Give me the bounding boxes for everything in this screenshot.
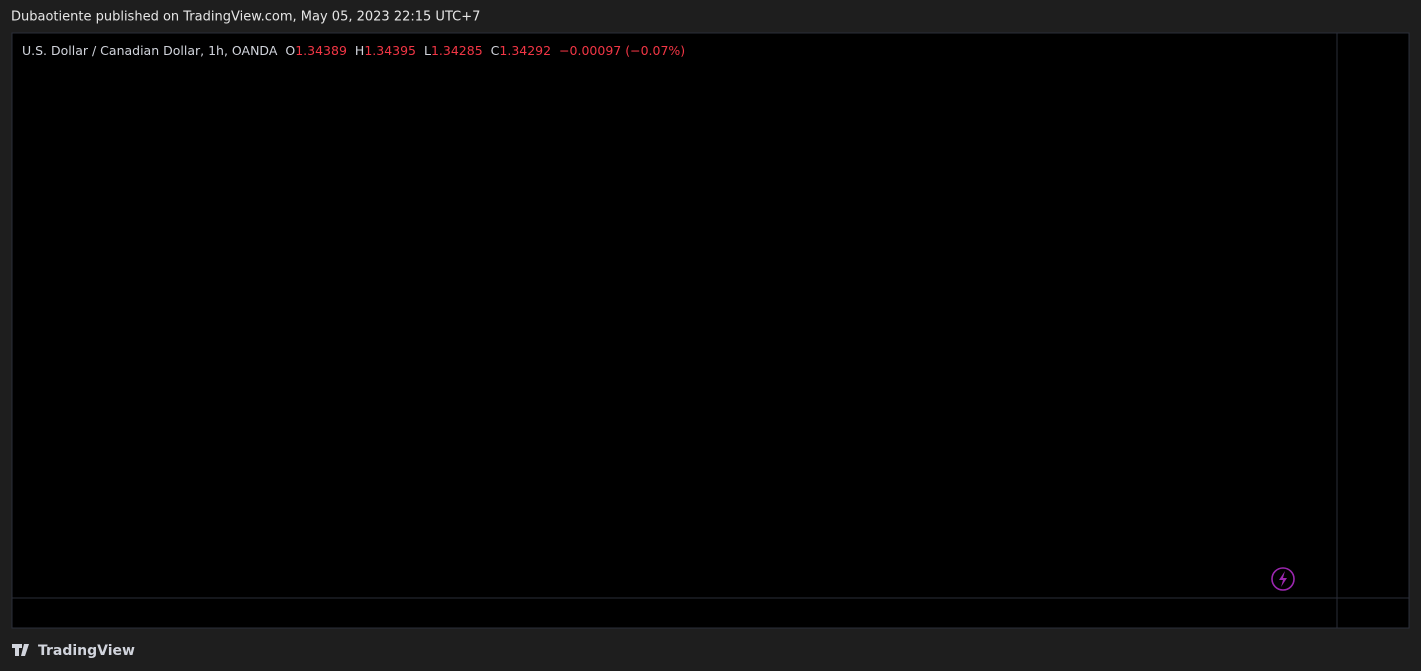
low-label: L (424, 43, 431, 58)
symbol-title: U.S. Dollar / Canadian Dollar, 1h, OANDA (22, 43, 278, 58)
alert-icon[interactable] (1271, 567, 1295, 591)
close-value: 1.34292 (499, 43, 551, 58)
open-value: 1.34389 (295, 43, 347, 58)
chart-frame (11, 32, 1410, 629)
change-value: −0.00097 (−0.07%) (559, 43, 685, 58)
high-value: 1.34395 (364, 43, 416, 58)
open-label: O (285, 43, 295, 58)
chart-legend: U.S. Dollar / Canadian Dollar, 1h, OANDA… (22, 43, 685, 58)
low-value: 1.34285 (431, 43, 483, 58)
alert-bolt (1279, 571, 1287, 587)
published-line: Dubaotiente published on TradingView.com… (11, 10, 480, 25)
brand-name: TradingView (38, 643, 135, 659)
high-label: H (355, 43, 364, 58)
close-label: C (491, 43, 500, 58)
brand-logo (12, 644, 29, 656)
